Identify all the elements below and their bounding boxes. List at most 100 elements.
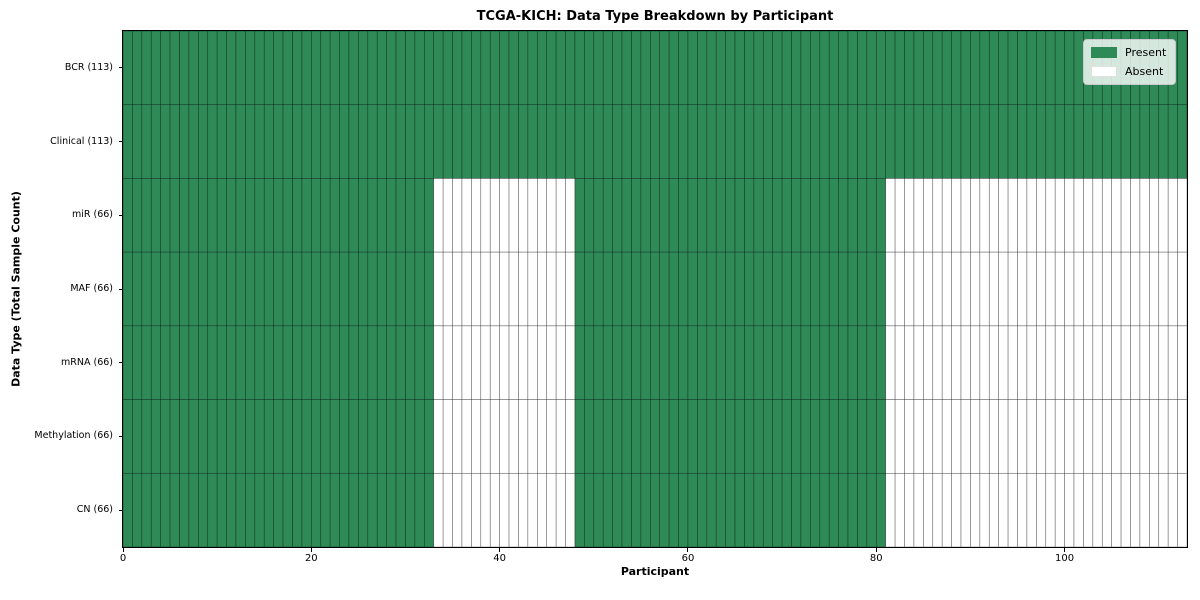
grid-cell: [734, 472, 745, 547]
grid-cell: [358, 399, 369, 474]
grid-cell: [640, 325, 651, 400]
grid-cell: [1083, 178, 1094, 253]
grid-cell: [235, 399, 246, 474]
grid-cell: [894, 31, 905, 106]
grid-cell: [932, 399, 943, 474]
grid-cell: [602, 31, 613, 106]
grid-cell: [715, 104, 726, 179]
grid-cell: [198, 104, 209, 179]
grid-cell: [998, 325, 1009, 400]
grid-cell: [273, 104, 284, 179]
grid-cell: [913, 31, 924, 106]
grid-cell: [687, 399, 698, 474]
grid-cell: [489, 31, 500, 106]
grid-cell: [433, 399, 444, 474]
grid-cell: [979, 178, 990, 253]
grid-cell: [1036, 251, 1047, 327]
grid-cell: [1120, 104, 1131, 179]
grid-cell: [970, 178, 981, 253]
grid-cell: [979, 251, 990, 327]
grid-cell: [169, 104, 180, 179]
grid-cell: [311, 472, 322, 547]
grid-cell: [791, 399, 802, 474]
grid-cell: [904, 325, 915, 400]
grid-cell: [471, 325, 482, 400]
grid-cell: [734, 104, 745, 179]
grid-cell: [433, 178, 444, 253]
grid-cell: [1101, 251, 1112, 327]
grid-cell: [1073, 325, 1084, 400]
grid-cell: [1064, 31, 1075, 106]
grid-cell: [1120, 178, 1131, 253]
grid-cell: [753, 251, 764, 327]
grid-cell: [932, 104, 943, 179]
grid-cell: [452, 104, 463, 179]
grid-cell: [235, 251, 246, 327]
grid-cell: [254, 325, 265, 400]
grid-cell: [150, 472, 161, 547]
grid-cell: [518, 104, 529, 179]
grid-cell: [612, 251, 623, 327]
grid-cell: [1073, 472, 1084, 547]
grid-cell: [150, 399, 161, 474]
y-tick-label: MAF (66): [70, 283, 113, 294]
grid-cell: [1026, 104, 1037, 179]
grid-cell: [452, 399, 463, 474]
grid-cell: [461, 325, 472, 400]
grid-cell: [1111, 325, 1122, 400]
grid-cell: [376, 399, 387, 474]
grid-cell: [828, 399, 839, 474]
grid-cell: [292, 178, 303, 253]
grid-cell: [367, 325, 378, 400]
x-tick-mark: [310, 548, 312, 552]
grid-cell: [1064, 325, 1075, 400]
grid-cell: [941, 325, 952, 400]
grid-cell: [1130, 472, 1141, 547]
grid-cell: [414, 325, 425, 400]
grid-cell: [1026, 178, 1037, 253]
grid-cell: [584, 251, 595, 327]
grid-cell: [1120, 325, 1131, 400]
grid-cell: [301, 31, 312, 106]
grid-cell: [762, 178, 773, 253]
grid-cell: [1007, 325, 1018, 400]
grid-cell: [857, 251, 868, 327]
grid-cell: [951, 251, 962, 327]
grid-cell: [998, 104, 1009, 179]
grid-cell: [1054, 178, 1065, 253]
grid-cell: [442, 178, 453, 253]
grid-cell: [376, 31, 387, 106]
grid-cell: [254, 178, 265, 253]
grid-cell: [1149, 399, 1160, 474]
grid-cell: [141, 251, 152, 327]
grid-cell: [160, 251, 171, 327]
grid-cell: [263, 325, 274, 400]
grid-cell: [424, 399, 435, 474]
grid-cell: [960, 104, 971, 179]
grid-cell: [1177, 251, 1187, 327]
grid-cell: [668, 251, 679, 327]
grid-cell: [414, 251, 425, 327]
grid-cell: [791, 325, 802, 400]
grid-cell: [1092, 399, 1103, 474]
grid-cell: [904, 399, 915, 474]
grid-cell: [762, 472, 773, 547]
grid-cell: [979, 399, 990, 474]
grid-cell: [537, 31, 548, 106]
grid-cell: [499, 104, 510, 179]
grid-cell: [744, 399, 755, 474]
grid-cell: [697, 104, 708, 179]
grid-cell: [875, 31, 886, 106]
grid-cell: [132, 31, 143, 106]
grid-cell: [574, 178, 585, 253]
grid-cell: [772, 104, 783, 179]
grid-cell: [894, 178, 905, 253]
grid-cell: [1139, 104, 1150, 179]
grid-cell: [593, 104, 604, 179]
grid-cell: [885, 31, 896, 106]
grid-cell: [574, 251, 585, 327]
grid-cell: [640, 104, 651, 179]
grid-cell: [424, 178, 435, 253]
grid-cell: [593, 399, 604, 474]
grid-cell: [395, 325, 406, 400]
